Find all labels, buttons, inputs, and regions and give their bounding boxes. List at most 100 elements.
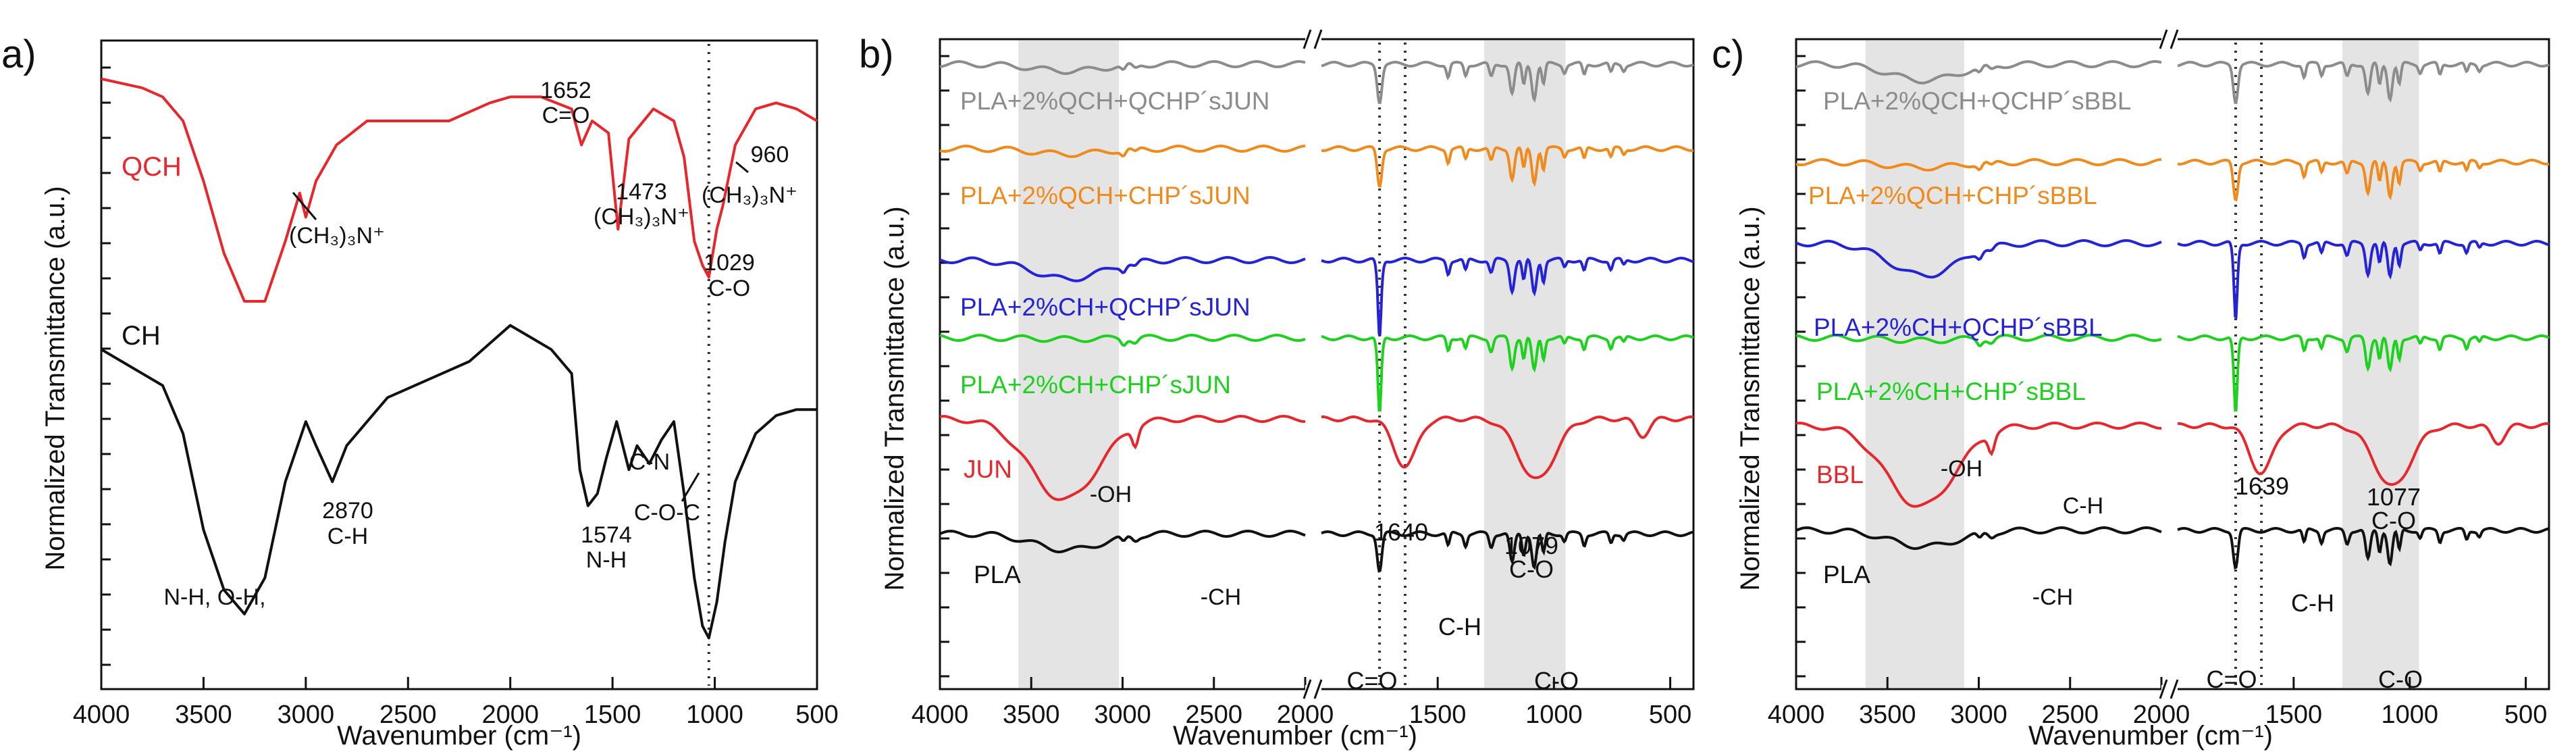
b-series-left-5	[939, 529, 1306, 554]
c-annotation-1639: 1639	[2235, 472, 2289, 500]
b-label-s1: PLA+2%QCH+CHP´sJUN	[960, 182, 1251, 209]
b-xtick-l-label-1: 3500	[1003, 701, 1060, 729]
a-xtick-label-7: 500	[795, 701, 838, 729]
panel-c-y-ticks	[1796, 55, 1806, 678]
b-annotation-1079-group: C-O	[1509, 555, 1554, 583]
panel-c-x-ticks: 4000 3500 3000 2500 2000 1500 1000 500	[1768, 677, 2547, 729]
c-series-right-5	[2177, 526, 2550, 570]
panel-c-shaded-regions	[1865, 41, 2419, 688]
b-xtick-r-label-1: 1000	[1525, 701, 1583, 729]
a-xtick-label-4: 2000	[481, 701, 539, 729]
c-series-right-0	[2177, 61, 2550, 105]
annotation-arrow-coc	[681, 472, 700, 502]
panel-b-shaded-regions	[1018, 41, 1566, 688]
b-shaded-band-1	[1484, 41, 1566, 688]
c-label-s0: PLA+2%QCH+QCHP´sBBL	[1823, 87, 2132, 115]
a-series-label-ch: CH	[122, 321, 161, 351]
panel-b-axis-break	[1303, 29, 1323, 699]
c-series-left-1	[1795, 157, 2162, 172]
annotation-arrow-left	[292, 192, 317, 220]
a-xtick-label-6: 1000	[686, 701, 743, 729]
b-label-s3: PLA+2%CH+CHP´sJUN	[960, 371, 1231, 399]
annotation-2870-group: C-H	[327, 524, 368, 549]
c-annotation-ch-upper: C-H	[2063, 493, 2103, 519]
panel-b: b) Normalized Transmittance (a.u.) 4000 3…	[859, 29, 1695, 751]
panel-c-series-labels: PLA+2%QCH+QCHP´sBBL PLA+2%QCH+CHP´sBBL P…	[1808, 87, 2132, 588]
annotation-nh-oh: N-H, O-H,	[163, 584, 265, 610]
panel-a-xlabel: Wavenumber (cm⁻¹)	[337, 721, 581, 751]
c-series-left-2	[1795, 238, 2162, 279]
panel-a-annotations: 1652 C=O (CH₃)₃N⁺ 1473 (CH₃)₃N⁺ 960 (CH₃…	[163, 78, 797, 610]
panel-c-reference-lines	[2234, 43, 2263, 686]
c-annotation-co-double: C=O	[2206, 665, 2257, 693]
panel-c-annotations: -OH C-H -CH 1639 1077 C-O C=O C-H C-O	[1941, 456, 2423, 693]
c-label-s3: PLA+2%CH+CHP´sBBL	[1816, 378, 2086, 405]
annotation-coc: C-O-C	[634, 500, 700, 526]
c-annotation-1077: 1077	[2367, 483, 2421, 511]
panel-b-ylabel: Normalized Transmittance (a.u.)	[880, 206, 910, 590]
b-series-right-2	[1321, 257, 1694, 336]
b-series-left-3	[939, 333, 1306, 347]
panel-c-xlabel: Wavenumber (cm⁻¹)	[2028, 721, 2273, 751]
c-break-mark-bottom-0	[2159, 679, 2168, 699]
annotation-ch3n-left: (CH₃)₃N⁺	[289, 223, 385, 249]
c-series-left-5	[1795, 526, 2162, 551]
c-xtick-r-label-0: 1500	[2265, 701, 2323, 729]
panel-b-reference-lines	[1378, 43, 1407, 686]
c-series-left-4	[1795, 421, 2162, 508]
c-break-mark-top-0	[2159, 29, 2168, 49]
b-label-s5: PLA	[974, 561, 1021, 588]
b-series-left-0	[939, 59, 1306, 76]
c-xtick-l-label-4: 2000	[2133, 701, 2190, 729]
panel-a-series: QCH CH	[100, 77, 818, 640]
b-series-right-5	[1321, 530, 1694, 573]
c-xtick-l-label-2: 3000	[1950, 701, 2007, 729]
c-annotation-oh: -OH	[1941, 456, 1982, 482]
panel-b-xlabel: Wavenumber (cm⁻¹)	[1173, 721, 1417, 751]
b-annotation-ch-low: C-H	[1438, 613, 1481, 640]
a-xtick-label-1: 3500	[175, 701, 232, 729]
panel-c-label: c)	[1712, 32, 1744, 76]
c-xtick-l-label-1: 3500	[1859, 701, 1916, 729]
b-xtick-l-label-3: 2500	[1185, 701, 1242, 729]
panel-b-series	[939, 59, 1694, 573]
b-break-mark-top-0	[1303, 29, 1312, 49]
b-series-right-0	[1321, 61, 1694, 105]
b-shaded-band-0	[1018, 41, 1120, 688]
annotation-1473: 1473	[616, 179, 667, 205]
c-annotation-ch: -CH	[2032, 584, 2073, 610]
panel-b-annotations: -OH -CH 1640 1079 C-O C=O C-H C-O	[1090, 482, 1579, 695]
panel-b-y-ticks	[940, 55, 949, 678]
panel-a-x-ticks: 4000 3500 3000 2500 2000 1500 1000 500	[73, 677, 839, 729]
panel-c-axis-break	[2159, 29, 2179, 699]
c-annotation-co-low: C-O	[2378, 665, 2423, 693]
a-xtick-label-0: 4000	[73, 701, 130, 729]
annotation-960: 960	[751, 142, 789, 168]
a-xtick-label-3: 2500	[379, 701, 437, 729]
panel-c: c) Normalized Transmittance (a.u.) 4000 3…	[1712, 29, 2550, 751]
b-xtick-r-label-0: 1500	[1409, 701, 1467, 729]
b-annotation-oh: -OH	[1090, 482, 1132, 507]
c-series-right-4	[2177, 422, 2550, 486]
annotation-1574-group: N-H	[586, 547, 627, 573]
b-xtick-l-label-4: 2000	[1277, 701, 1334, 729]
b-label-s2: PLA+2%CH+QCHP´sJUN	[960, 293, 1251, 321]
annotation-arrow-right	[735, 161, 749, 174]
panel-a: a) Normalized Transmittance (a.u.) 4000 3…	[1, 32, 839, 751]
b-series-left-2	[939, 255, 1306, 282]
c-series-right-2	[2177, 240, 2550, 319]
c-label-s1: PLA+2%QCH+CHP´sBBL	[1808, 182, 2097, 209]
c-series-left-0	[1795, 59, 2162, 85]
c-shaded-band-0	[1865, 41, 1964, 688]
a-series-line-qch	[101, 77, 818, 303]
b-annotation-co-double: C=O	[1346, 667, 1397, 695]
annotation-1473-group: (CH₃)₃N⁺	[594, 204, 689, 230]
c-xtick-r-label-1: 1000	[2381, 701, 2438, 729]
panel-b-series-labels: PLA+2%QCH+QCHP´sJUN PLA+2%QCH+CHP´sJUN P…	[960, 87, 1270, 588]
panel-b-x-ticks: 4000 3500 3000 2500 2000 1500 1000 500	[912, 677, 1691, 729]
c-label-s2: PLA+2%CH+QCHP´sBBL	[1814, 313, 2103, 341]
b-annotation-1079: 1079	[1504, 532, 1558, 559]
c-break-mark-top-1	[2170, 29, 2179, 49]
c-annotation-ch-low: C-H	[2291, 589, 2334, 617]
